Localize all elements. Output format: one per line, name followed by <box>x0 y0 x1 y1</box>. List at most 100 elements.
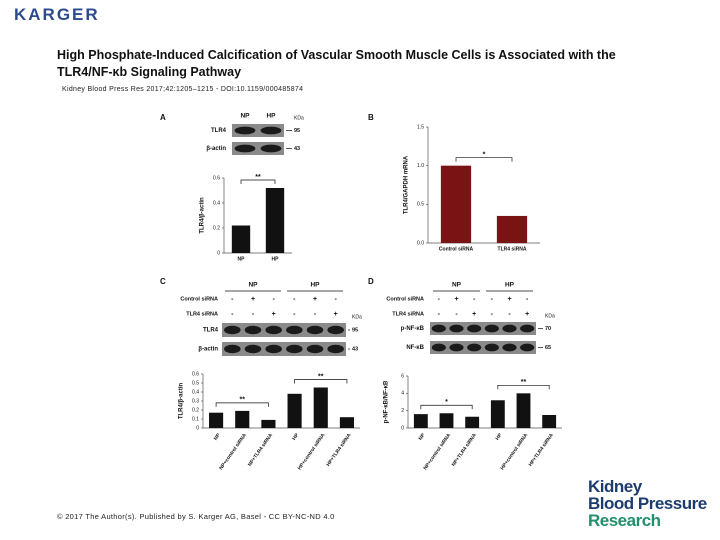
blot-band <box>327 325 344 335</box>
treatment-sign: - <box>314 311 317 318</box>
kda-label: 95 <box>352 327 358 333</box>
blot-band <box>224 325 241 335</box>
blot-band <box>286 325 303 335</box>
x-tick-label: HP <box>272 256 280 262</box>
x-tick-label: NP+control siRNA <box>423 432 453 471</box>
significance-bracket <box>455 157 513 162</box>
significance-label: * <box>483 152 486 159</box>
blot-row-label: TLR4 <box>203 328 219 334</box>
y-tick-label: 0.2 <box>213 225 220 231</box>
journal-word: Kidney <box>588 477 642 496</box>
y-axis-title: TLR4/GAPDH mRNA <box>404 155 410 214</box>
blot-band <box>224 344 241 354</box>
blot-band <box>244 344 262 354</box>
kda-label: 43 <box>294 146 300 152</box>
treatment-sign: - <box>438 296 441 303</box>
treatment-label: TLR4 siRNA <box>186 311 218 317</box>
blot-band <box>260 144 282 153</box>
treatment-sign: - <box>272 296 275 303</box>
journal-logo: Kidney Blood Pressure Research <box>588 478 707 529</box>
blot-band <box>431 343 446 352</box>
group-label: HP <box>310 282 320 289</box>
treatment-sign: - <box>231 296 234 303</box>
x-tick-label: HP <box>495 432 504 442</box>
y-tick-label: 1.0 <box>417 163 424 169</box>
bar <box>490 400 505 428</box>
x-tick-label: TLR4 siRNA <box>498 246 527 252</box>
blot-band <box>234 144 256 153</box>
blot-band <box>286 344 303 354</box>
x-tick-label: HP+control siRNA <box>297 432 327 471</box>
bar <box>465 416 480 428</box>
x-tick-label: NP+TLR4 siRNA <box>451 432 478 468</box>
treatment-sign: - <box>252 311 255 318</box>
significance-bracket <box>215 402 269 407</box>
x-tick-label: NP <box>418 432 427 442</box>
blot-band <box>431 324 446 333</box>
blot-row-label: β-actin <box>198 347 218 353</box>
treatment-sign: + <box>472 311 476 318</box>
kda-label: 65 <box>545 345 551 351</box>
unit-label: KDa <box>294 115 304 121</box>
panel-letter: C <box>160 277 166 286</box>
copyright: © 2017 The Author(s). Published by S. Ka… <box>57 512 335 521</box>
y-tick-label: 0.3 <box>192 398 199 404</box>
blot-band <box>265 344 282 354</box>
treatment-sign: + <box>454 296 458 303</box>
group-label: NP <box>248 282 258 289</box>
significance-label: * <box>445 399 448 406</box>
blot-band <box>327 344 344 354</box>
bar <box>542 415 557 428</box>
treatment-sign: + <box>334 311 338 318</box>
x-tick-label: HP+TLR4 siRNA <box>528 432 555 468</box>
treatment-sign: - <box>473 296 476 303</box>
journal-word: Blood Pressure <box>588 494 707 513</box>
treatment-sign: + <box>251 296 255 303</box>
blot-band <box>234 126 256 135</box>
x-tick-label: NP <box>213 432 222 442</box>
y-axis-title: p-NF-κB/NF-κB <box>384 380 390 423</box>
bar <box>231 225 251 253</box>
significance-bracket <box>294 379 348 384</box>
bar <box>339 417 354 428</box>
significance-bracket <box>240 179 276 184</box>
group-label: NP <box>452 282 462 289</box>
y-tick-label: 0.4 <box>213 200 220 206</box>
bar <box>413 414 428 428</box>
bar <box>209 412 224 428</box>
y-tick-label: 0.6 <box>213 175 220 181</box>
panel-letter: A <box>160 113 166 122</box>
treatment-sign: - <box>526 296 529 303</box>
y-axis-title: TLR4/β-actin <box>200 197 206 234</box>
treatment-sign: - <box>491 296 494 303</box>
panel-letter: B <box>368 113 374 122</box>
blot-band <box>306 325 324 335</box>
significance-label: ** <box>521 379 527 386</box>
y-tick-label: 0 <box>196 425 199 431</box>
blot-band <box>502 343 517 352</box>
bar <box>313 387 328 428</box>
blot-band <box>449 324 464 333</box>
y-tick-label: 0.4 <box>192 389 199 395</box>
blot-band <box>467 343 482 352</box>
x-tick-label: HP+TLR4 siRNA <box>325 432 352 468</box>
y-tick-label: 0 <box>217 250 220 256</box>
citation: Kidney Blood Press Res 2017;42:1205–1215… <box>62 86 304 93</box>
blot-band <box>484 324 499 333</box>
y-tick-label: 0.5 <box>192 380 199 386</box>
y-tick-label: 0.0 <box>417 240 424 246</box>
bar <box>235 410 250 428</box>
treatment-label: TLR4 siRNA <box>392 311 424 317</box>
blot-band <box>260 126 282 135</box>
blot-band <box>502 324 517 333</box>
unit-label: KDa <box>352 314 362 320</box>
y-tick-label: 4 <box>401 391 404 397</box>
significance-label: ** <box>255 174 261 181</box>
x-tick-label: HP+control siRNA <box>500 432 530 471</box>
significance-bracket <box>497 384 550 390</box>
x-tick-label: NP+control siRNA <box>218 432 248 471</box>
significance-label: ** <box>318 373 324 380</box>
blot-band <box>265 325 282 335</box>
blot-band <box>244 325 262 335</box>
x-tick-label: HP <box>291 432 300 442</box>
